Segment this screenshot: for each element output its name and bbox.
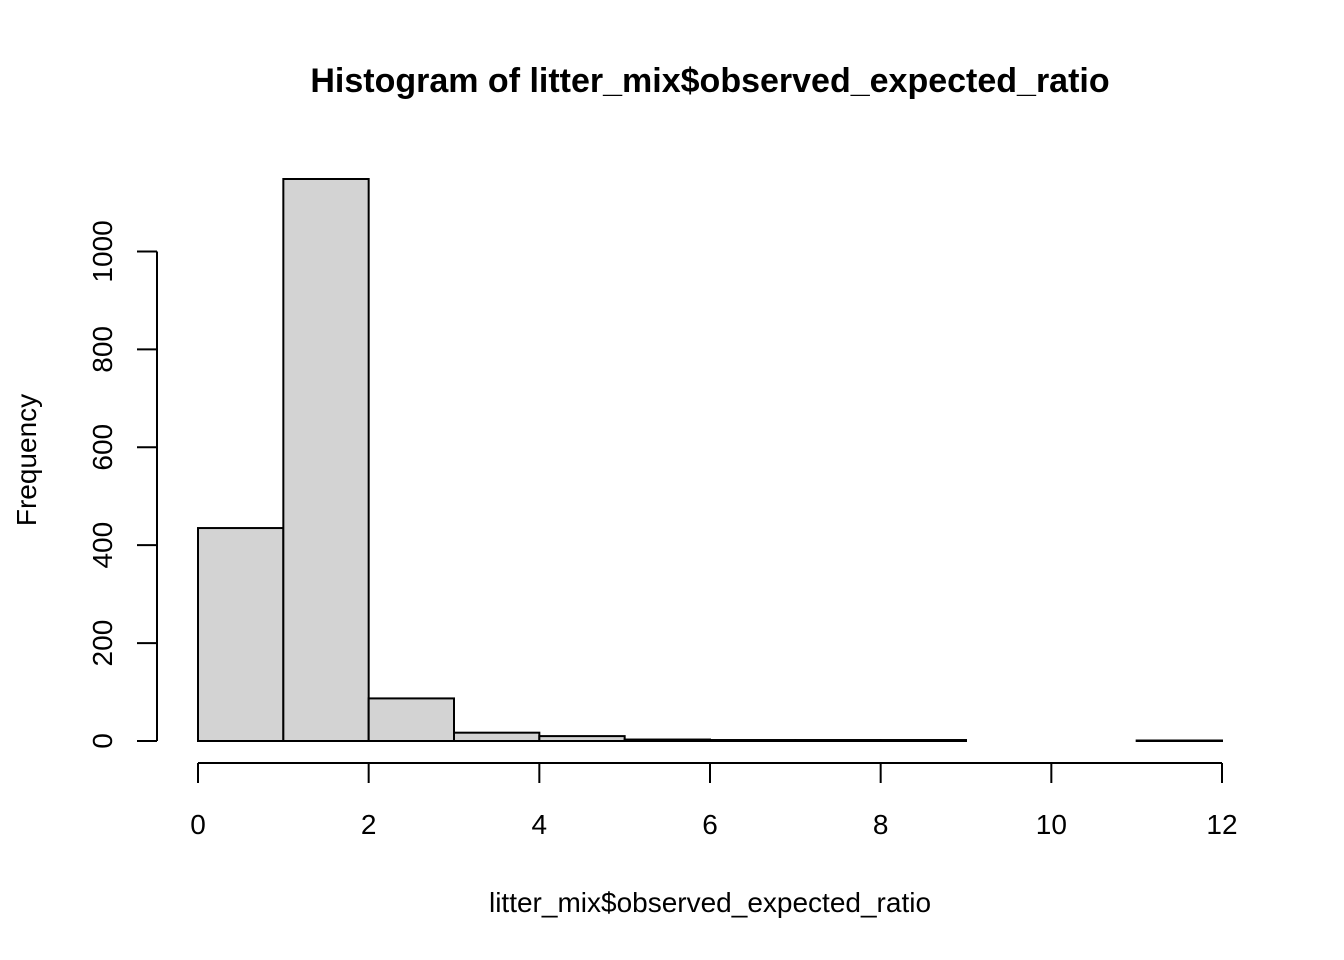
histogram-bar-5: [623, 738, 712, 743]
x-tick-label-4: 8: [873, 809, 889, 840]
bars-group: [197, 178, 1223, 743]
y-tick-label-0: 0: [87, 733, 118, 749]
y-tick-label-4: 800: [87, 326, 118, 373]
x-axis: 0 2 4 6 8 10 12: [190, 762, 1238, 840]
x-tick-label-3: 6: [702, 809, 718, 840]
histogram-bar-3: [453, 731, 541, 742]
y-tick-label-3: 600: [87, 424, 118, 471]
histogram-bar-2: [367, 697, 455, 743]
histogram-bar-7: [794, 739, 882, 743]
chart-title: Histogram of litter_mix$observed_expecte…: [310, 62, 1109, 100]
histogram-bar-4: [538, 735, 626, 743]
histogram-bar-1: [282, 178, 370, 742]
x-tick-label-1: 2: [361, 809, 377, 840]
histogram-bar-8: [879, 739, 968, 743]
x-tick-label-2: 4: [532, 809, 548, 840]
x-tick-label-6: 12: [1206, 809, 1237, 840]
y-axis: 0 200 400 600 800 1000: [87, 220, 158, 749]
x-axis-label: litter_mix$observed_expected_ratio: [489, 887, 931, 918]
x-tick-label-5: 10: [1036, 809, 1067, 840]
y-tick-label-5: 1000: [87, 220, 118, 282]
y-tick-label-1: 200: [87, 620, 118, 667]
histogram-bar-6: [709, 739, 797, 743]
y-tick-label-2: 400: [87, 522, 118, 569]
x-tick-label-0: 0: [190, 809, 206, 840]
y-axis-label: Frequency: [11, 394, 42, 526]
histogram-bar-0: [197, 527, 285, 743]
